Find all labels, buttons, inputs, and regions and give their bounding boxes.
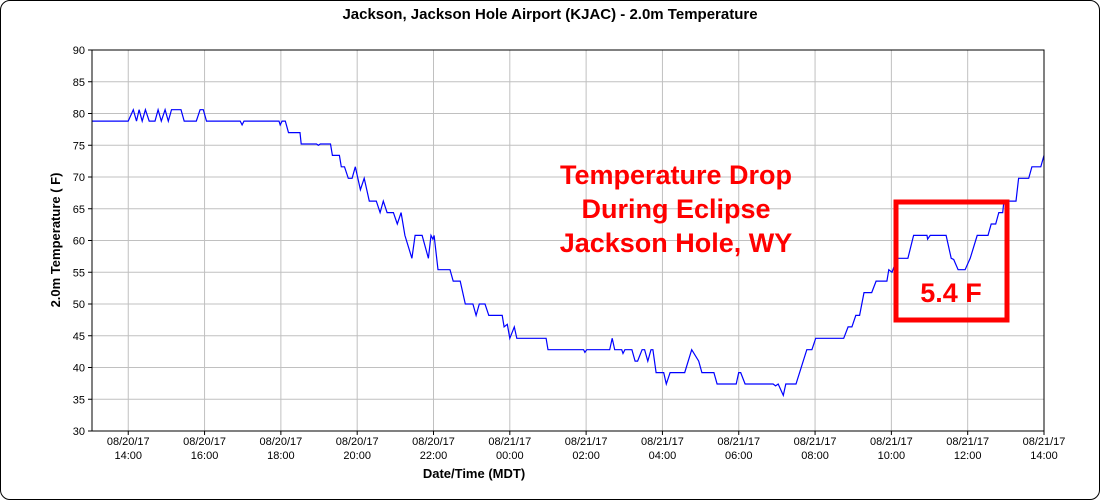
x-tick-time: 16:00	[191, 450, 219, 462]
y-tick-label: 55	[73, 267, 85, 279]
y-axis-label: 2.0m Temperature ( F)	[48, 173, 63, 308]
x-tick-date: 08/20/17	[336, 436, 379, 448]
x-tick-date: 08/21/17	[717, 436, 760, 448]
annotation-line-1: Temperature Drop	[560, 160, 792, 190]
x-tick-date: 08/20/17	[107, 436, 150, 448]
plot-area-border	[91, 49, 1045, 432]
chart-title: Jackson, Jackson Hole Airport (KJAC) - 2…	[342, 6, 757, 23]
x-tick-date: 08/21/17	[641, 436, 684, 448]
x-tick-date: 08/21/17	[565, 436, 608, 448]
x-tick-date: 08/21/17	[488, 436, 531, 448]
y-tick-label: 40	[73, 363, 85, 375]
x-tick-date: 08/21/17	[1023, 436, 1066, 448]
x-tick-date: 08/20/17	[412, 436, 455, 448]
x-tick-time: 14:00	[1030, 450, 1058, 462]
annotation-line-2: During Eclipse	[581, 194, 770, 224]
y-tick-label: 35	[73, 394, 85, 406]
y-tick-label: 70	[73, 172, 85, 184]
x-tick-date: 08/21/17	[870, 436, 913, 448]
x-tick-time: 08:00	[801, 450, 829, 462]
x-tick-time: 22:00	[420, 450, 448, 462]
eclipse-highlight-box	[893, 199, 1010, 323]
x-tick-time: 00:00	[496, 450, 524, 462]
x-tick-time: 10:00	[878, 450, 906, 462]
y-tick-label: 50	[73, 299, 85, 311]
x-tick-time: 04:00	[649, 450, 677, 462]
y-tick-label: 85	[73, 77, 85, 89]
x-tick-time: 20:00	[343, 450, 371, 462]
y-tick-label: 90	[73, 45, 85, 57]
x-tick-time: 18:00	[267, 450, 295, 462]
annotation-line-3: Jackson Hole, WY	[560, 228, 793, 258]
x-tick-date: 08/20/17	[183, 436, 226, 448]
x-tick-time: 12:00	[954, 450, 982, 462]
x-tick-time: 14:00	[114, 450, 142, 462]
x-tick-date: 08/21/17	[946, 436, 989, 448]
x-tick-date: 08/21/17	[794, 436, 837, 448]
y-tick-label: 75	[73, 140, 85, 152]
y-axis-ticks: 30 35 40 45 50 55 60 65 70 75 80 85 90	[73, 45, 92, 438]
y-tick-label: 45	[73, 331, 85, 343]
y-tick-label: 65	[73, 204, 85, 216]
x-tick-date: 08/20/17	[259, 436, 302, 448]
y-tick-label: 80	[73, 109, 85, 121]
eclipse-drop-label: 5.4 F	[920, 278, 982, 308]
y-tick-label: 30	[73, 426, 85, 438]
x-axis-ticks: 08/20/17 14:00 08/20/17 16:00 08/20/17 18:00 0…	[107, 431, 1066, 462]
x-tick-time: 06:00	[725, 450, 753, 462]
x-axis-label: Date/Time (MDT)	[423, 466, 525, 481]
x-tick-time: 02:00	[572, 450, 600, 462]
y-tick-label: 60	[73, 236, 85, 248]
temperature-series-line	[92, 107, 1045, 398]
